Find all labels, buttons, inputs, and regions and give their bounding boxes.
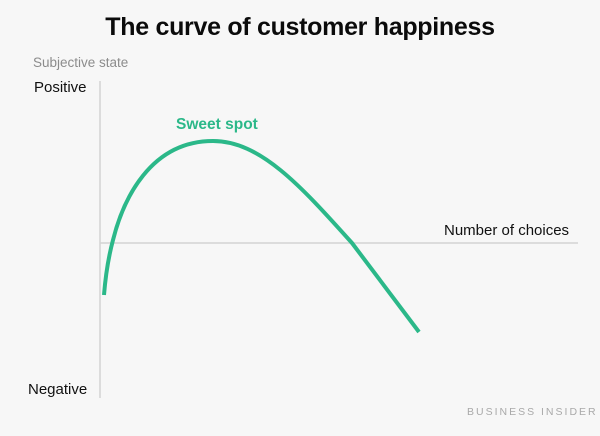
y-tick-positive: Positive (34, 79, 87, 96)
y-axis-label: Subjective state (33, 55, 129, 70)
happiness-curve (102, 139, 421, 334)
chart-title: The curve of customer happiness (105, 13, 495, 41)
sweet-spot-annotation: Sweet spot (176, 116, 258, 133)
y-tick-negative: Negative (28, 381, 88, 398)
x-axis-label: Number of choices (444, 222, 570, 239)
brand-logo: BUSINESS INSIDER (467, 406, 598, 418)
